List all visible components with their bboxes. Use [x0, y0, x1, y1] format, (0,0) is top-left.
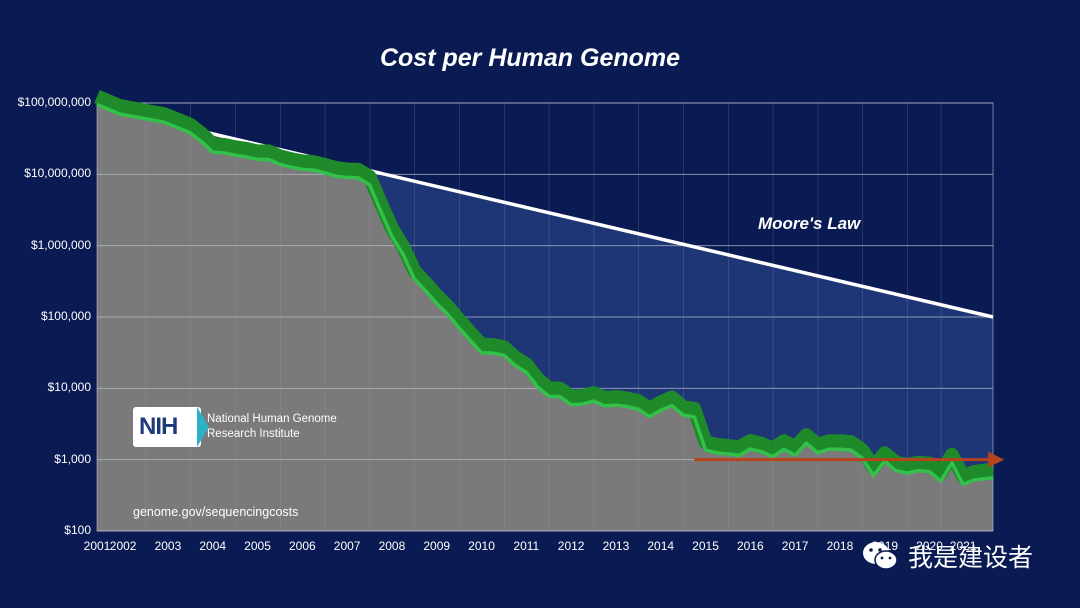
- nih-logo: NIH: [133, 407, 209, 447]
- moores-law-label: Moore's Law: [758, 214, 861, 233]
- cost-area: [97, 104, 993, 531]
- x-tick-label: 2013: [602, 539, 630, 553]
- x-tick-label: 2005: [244, 539, 271, 553]
- x-tick-label: 2008: [378, 539, 406, 553]
- x-tick-label: 2020: [916, 539, 943, 553]
- watermark: 我是建设者: [862, 538, 1033, 574]
- y-tick-label: $100,000,000: [17, 95, 91, 109]
- chart-title: Cost per Human Genome: [379, 44, 681, 72]
- nih-name-line2: Research Institute: [207, 428, 300, 440]
- y-tick-label: $10,000: [47, 380, 91, 395]
- cost-band: [94, 90, 994, 484]
- nih-chevron-icon: [197, 407, 209, 447]
- x-tick-label: 2002: [109, 539, 137, 553]
- y-tick-label: $100: [64, 523, 91, 537]
- x-tick-label: 2009: [423, 539, 451, 553]
- x-tick-label: 2021: [949, 539, 977, 553]
- cost-arrow-head: [988, 451, 1005, 468]
- y-tick-label: $10,000,000: [24, 166, 91, 181]
- x-tick-label: 2012: [557, 539, 585, 553]
- source-link[interactable]: genome.gov/sequencingcosts: [133, 505, 299, 519]
- x-tick-label: 2004: [199, 539, 227, 553]
- x-tick-label: 2017: [781, 539, 809, 553]
- cost-line: [96, 102, 994, 487]
- x-tick-label: 2001: [83, 539, 111, 553]
- x-tick-label: 2003: [154, 539, 182, 553]
- y-tick-label: $100,000: [40, 309, 91, 323]
- x-tick-label: 2010: [468, 539, 495, 553]
- nih-institute-name: National Human Genome Research Institute: [207, 412, 337, 442]
- x-tick-label: 2007: [333, 539, 361, 553]
- y-tick-label: $1,000,000: [30, 237, 91, 252]
- x-tick-label: 2016: [736, 539, 764, 553]
- nih-name-line1: National Human Genome: [207, 413, 337, 425]
- x-tick-label: 2015: [692, 539, 719, 553]
- x-tick-label: 2018: [826, 539, 854, 553]
- y-tick-label: $1,000: [54, 451, 91, 466]
- watermark-text: 我是建设者: [908, 543, 1034, 572]
- x-tick-label: 2014: [647, 539, 675, 553]
- x-tick-label: 2006: [288, 539, 316, 553]
- x-tick-label: 2011: [513, 539, 540, 553]
- wechat-icon: [863, 542, 898, 570]
- nih-logo-text: NIH: [139, 413, 178, 440]
